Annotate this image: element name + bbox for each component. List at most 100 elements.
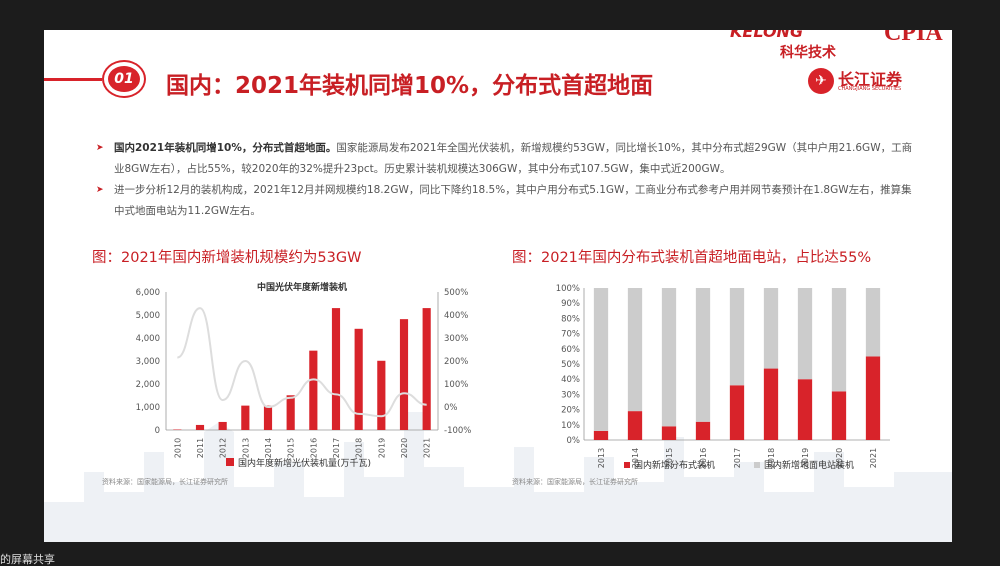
slide-title: 国内：2021年装机同增10%，分布式首超地面: [166, 73, 654, 99]
y-tick-label: 3,000: [136, 357, 160, 367]
x-tick-label: 2014: [631, 448, 640, 468]
y2-tick-label: -100%: [444, 426, 471, 436]
x-tick-label: 2019: [377, 438, 386, 458]
chart-annual-installations: 中国光伏年度新增装机 0 1,000 2,000 3,000 4,000 5,000 6,00…: [136, 281, 472, 469]
x-tick-label: 2014: [264, 438, 273, 458]
y-tick-label: 40%: [561, 375, 580, 385]
bar: [263, 405, 273, 430]
bullet-arrow-icon: ➤: [96, 185, 104, 195]
bar-distributed: [627, 411, 643, 440]
x-tick-label: 2021: [869, 448, 878, 468]
bar-distributed: [593, 430, 609, 440]
y2-tick-label: 300%: [444, 334, 468, 344]
source-note-2: 资料来源：国家能源局，长江证券研究所: [512, 478, 638, 486]
x-tick-label: 2015: [665, 448, 674, 468]
x-tick-label: 2011: [196, 438, 205, 458]
bar-ground: [831, 288, 847, 392]
y-tick-label: 20%: [561, 406, 580, 416]
y2-tick-label: 0%: [444, 403, 458, 413]
bar: [218, 421, 227, 430]
changjiang-logo: ✈ 长江证券 CHANGJIANG SECURITIES: [808, 66, 938, 98]
bar-ground: [797, 288, 813, 380]
x-tick-label: 2020: [400, 438, 409, 458]
y-tick-label: 50%: [561, 360, 580, 370]
legend-label: 国内年度新增光伏装机量(万千瓦): [238, 457, 371, 469]
y2-tick-label: 200%: [444, 357, 468, 367]
kelong-logo-cn: 科华技术: [780, 45, 836, 61]
bar: [399, 319, 409, 430]
y-tick-label: 1,000: [136, 403, 160, 413]
x-tick-label: 2012: [219, 438, 228, 458]
section-bar: [44, 78, 102, 81]
bar-distributed: [695, 421, 711, 440]
bar: [331, 308, 341, 430]
growth-line: [176, 307, 427, 418]
y-tick-label: 80%: [561, 314, 580, 324]
bar-distributed: [865, 356, 881, 440]
legend-label: 国内新增分布式装机: [634, 459, 715, 471]
y-tick-label: 0: [155, 426, 160, 436]
legend-swatch: [226, 458, 234, 466]
legend-label: 国内新增地面电站装机: [764, 459, 854, 471]
x-tick-label: 2015: [287, 438, 296, 458]
bar-ground: [763, 288, 779, 369]
x-tick-label: 2010: [173, 438, 182, 458]
bar: [309, 350, 318, 430]
x-tick-label: 2013: [597, 448, 606, 468]
y-tick-label: 70%: [561, 330, 580, 340]
y2-tick-label: 100%: [444, 380, 468, 390]
section-badge: 01: [102, 60, 146, 98]
y-tick-label: 90%: [561, 299, 580, 309]
y-tick-label: 2,000: [136, 380, 160, 390]
chart1-caption: 图：2021年国内新增装机规模约为53GW: [92, 250, 362, 266]
bar-distributed: [797, 379, 813, 440]
section-number: 01: [108, 66, 140, 92]
bar-ground: [661, 288, 677, 427]
presentation-slide: 01 国内：2021年装机同增10%，分布式首超地面 KELONG 科华技术 C…: [44, 30, 952, 542]
chart-title: 中国光伏年度新增装机: [257, 281, 347, 293]
bar: [241, 405, 250, 430]
bar: [195, 424, 205, 430]
x-tick-label: 2018: [767, 448, 776, 468]
source-note-1: 资料来源：国家能源局，长江证券研究所: [102, 478, 228, 486]
x-tick-label: 2020: [835, 448, 844, 468]
bar-ground: [865, 288, 881, 357]
y2-tick-label: 500%: [444, 288, 468, 298]
bar: [377, 360, 386, 430]
x-tick-label: 2019: [801, 448, 810, 468]
bar: [354, 328, 363, 430]
chart-distributed-share: 0% 10% 20% 30% 40% 50% 60% 70% 80% 90% 100% 2013 201…: [556, 284, 890, 471]
bar-distributed: [831, 391, 847, 440]
x-tick-label: 2021: [423, 438, 432, 458]
bar-ground: [729, 288, 745, 386]
y-tick-label: 100%: [556, 284, 580, 294]
y2-tick-label: 400%: [444, 311, 468, 321]
bullet-bold: 国内2021年装机同增10%，分布式首超地面。: [114, 142, 337, 154]
kelong-logo: KELONG: [730, 30, 804, 41]
x-tick-label: 2016: [699, 448, 708, 468]
bar-distributed: [763, 368, 779, 440]
y-tick-label: 6,000: [136, 288, 160, 298]
y-tick-label: 10%: [561, 421, 580, 431]
y-tick-label: 5,000: [136, 311, 160, 321]
bar-ground: [695, 288, 711, 422]
bar-ground: [593, 288, 609, 431]
bar-ground: [627, 288, 643, 412]
changjiang-logo-en: CHANGJIANG SECURITIES: [838, 86, 902, 92]
x-tick-label: 2016: [309, 438, 318, 458]
x-tick-label: 2013: [241, 438, 250, 458]
x-tick-label: 2018: [355, 438, 364, 458]
bullet-text: 进一步分析12月的装机构成，2021年12月并网规模约18.2GW，同比下降约1…: [114, 184, 912, 217]
bar: [286, 395, 295, 430]
x-tick-label: 2017: [332, 438, 341, 458]
screen-share-label: 的屏幕共享: [0, 553, 55, 566]
bar-distributed: [729, 385, 745, 440]
changjiang-logo-text: 长江证券: [838, 70, 903, 89]
bar: [422, 308, 431, 430]
bullet-list: ➤ 国内2021年装机同增10%，分布式首超地面。国家能源局发布2021年全国光…: [96, 138, 916, 222]
y-tick-label: 30%: [561, 390, 580, 400]
legend-swatch: [624, 462, 630, 468]
skyline-background: [44, 412, 952, 542]
bullet-text: 国家能源局发布2021年全国光伏装机，新增规模约53GW，同比增长10%，其中分…: [114, 142, 913, 175]
